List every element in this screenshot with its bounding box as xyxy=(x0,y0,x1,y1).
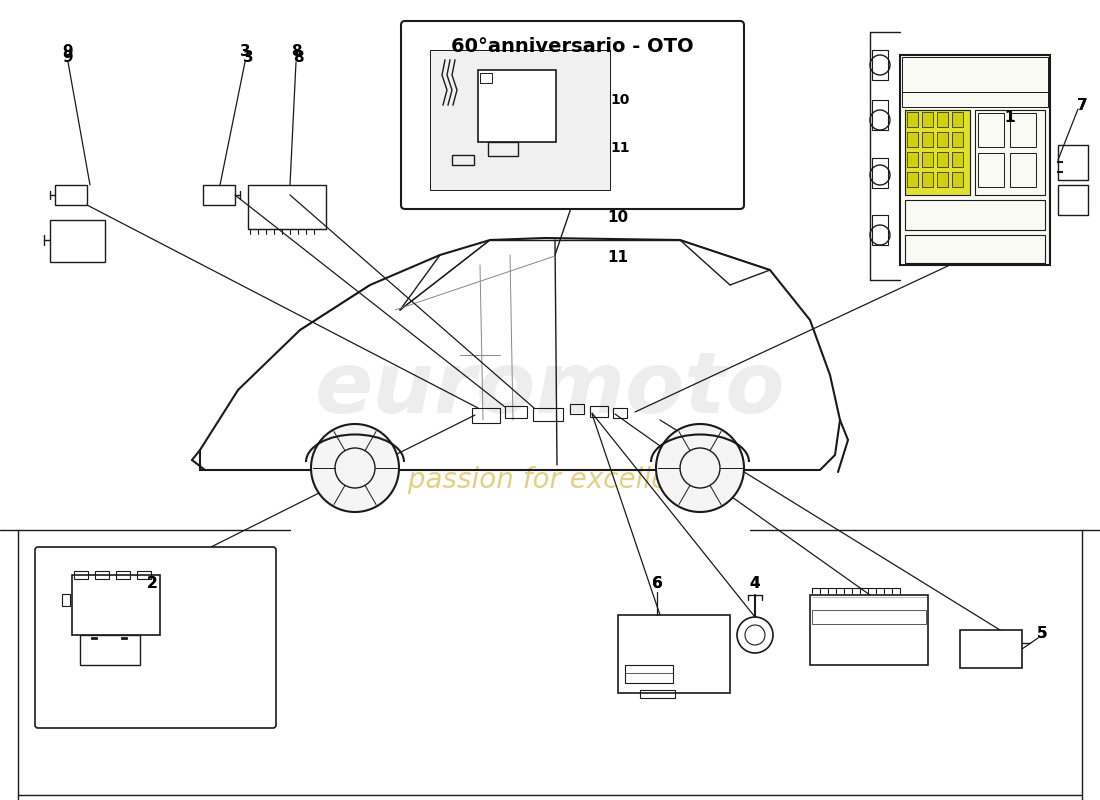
Bar xyxy=(430,50,610,190)
Bar xyxy=(908,112,918,127)
Text: 8: 8 xyxy=(293,50,304,66)
Text: 11: 11 xyxy=(607,250,628,266)
Bar xyxy=(590,406,608,417)
Bar xyxy=(248,185,326,229)
Bar xyxy=(74,571,88,579)
Bar xyxy=(922,132,933,147)
FancyBboxPatch shape xyxy=(402,21,744,209)
Text: 4: 4 xyxy=(750,575,760,590)
Text: 4: 4 xyxy=(750,575,760,590)
Bar xyxy=(952,112,962,127)
Bar xyxy=(952,172,962,187)
Bar xyxy=(625,665,673,683)
FancyBboxPatch shape xyxy=(35,547,276,728)
Bar xyxy=(810,595,928,665)
Text: 60°anniversario - OTO: 60°anniversario - OTO xyxy=(451,38,694,57)
Bar xyxy=(613,408,627,418)
Bar xyxy=(80,635,140,665)
Bar xyxy=(905,200,1045,230)
Bar xyxy=(908,172,918,187)
Bar xyxy=(1010,153,1036,187)
Bar xyxy=(872,50,888,80)
Bar xyxy=(902,57,1048,92)
Text: 5: 5 xyxy=(1036,626,1047,641)
Bar xyxy=(505,406,527,418)
Bar xyxy=(872,100,888,130)
Bar xyxy=(900,55,1050,265)
Text: 7: 7 xyxy=(1077,98,1087,113)
Bar xyxy=(50,220,104,262)
Bar xyxy=(937,152,948,167)
Bar xyxy=(908,132,918,147)
Bar xyxy=(62,594,70,606)
Text: 3: 3 xyxy=(243,50,253,66)
Text: 2: 2 xyxy=(146,575,157,590)
Text: 5: 5 xyxy=(1036,626,1047,641)
Circle shape xyxy=(656,424,744,512)
Bar xyxy=(480,73,492,83)
Text: 10: 10 xyxy=(610,93,629,107)
Bar xyxy=(922,112,933,127)
Bar xyxy=(640,690,675,698)
Bar xyxy=(1058,185,1088,215)
Text: a passion for excellence: a passion for excellence xyxy=(382,466,718,494)
Bar xyxy=(1058,145,1088,180)
Text: 6: 6 xyxy=(651,575,662,590)
Bar xyxy=(472,408,500,423)
Bar xyxy=(872,215,888,245)
Bar xyxy=(937,172,948,187)
Bar xyxy=(812,610,926,624)
Text: 10: 10 xyxy=(607,210,628,226)
Text: 9: 9 xyxy=(63,50,74,66)
Circle shape xyxy=(311,424,399,512)
Text: 3: 3 xyxy=(240,45,251,59)
Bar xyxy=(922,152,933,167)
Text: 7: 7 xyxy=(1077,98,1087,113)
Bar xyxy=(905,110,970,195)
Text: 8: 8 xyxy=(290,45,301,59)
Bar xyxy=(905,235,1045,263)
Text: 11: 11 xyxy=(610,141,629,155)
Bar xyxy=(618,615,730,693)
Bar xyxy=(872,158,888,188)
Bar xyxy=(204,185,235,205)
Bar xyxy=(95,571,109,579)
Bar xyxy=(902,92,1048,107)
Bar xyxy=(922,172,933,187)
Text: 1: 1 xyxy=(1004,110,1015,126)
Bar xyxy=(952,152,962,167)
Text: 9: 9 xyxy=(63,45,74,59)
Bar xyxy=(452,155,474,165)
Text: euromoto: euromoto xyxy=(315,349,785,431)
Bar xyxy=(960,630,1022,668)
Text: 6: 6 xyxy=(651,575,662,590)
Bar xyxy=(478,70,556,142)
Bar xyxy=(72,575,160,635)
Bar xyxy=(116,571,130,579)
Bar xyxy=(1010,113,1036,147)
Bar xyxy=(975,110,1045,195)
Bar xyxy=(978,153,1004,187)
Text: 1: 1 xyxy=(1004,110,1015,126)
Bar xyxy=(937,132,948,147)
Bar xyxy=(952,132,962,147)
Bar xyxy=(937,112,948,127)
Bar xyxy=(138,571,151,579)
Bar xyxy=(908,152,918,167)
Bar xyxy=(978,113,1004,147)
Bar xyxy=(534,408,563,421)
Bar xyxy=(55,185,87,205)
Bar xyxy=(488,142,518,156)
Text: 2: 2 xyxy=(146,575,157,590)
Bar xyxy=(570,404,584,414)
